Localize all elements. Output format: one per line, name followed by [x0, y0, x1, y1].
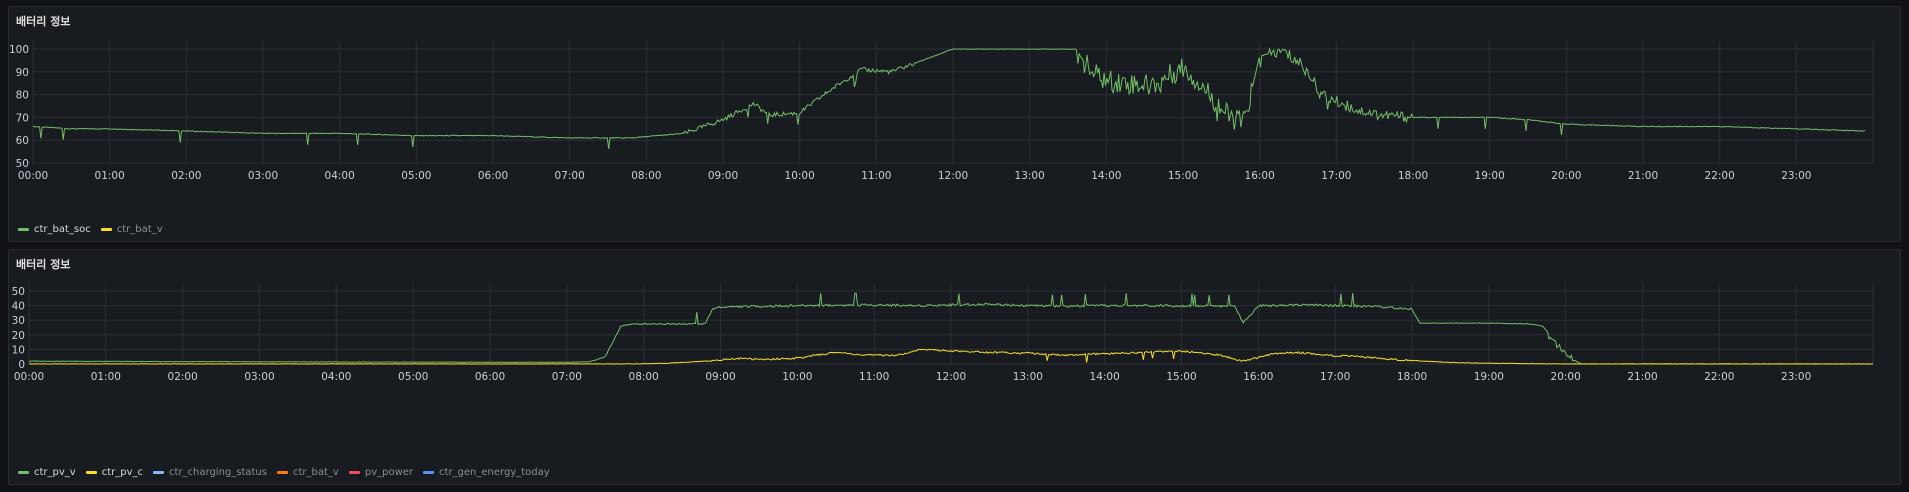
legend-label: ctr_bat_soc — [34, 223, 91, 235]
x-tick-label: 13:00 — [1013, 371, 1043, 383]
x-tick-label: 06:00 — [478, 170, 508, 182]
x-tick-label: 04:00 — [325, 170, 355, 182]
x-tick-label: 08:00 — [631, 170, 661, 182]
legend-label: ctr_pv_c — [101, 466, 144, 478]
panel-pv: 배터리 정보 0 10 20 30 40 50 00:00 01:00 02:00 03:00 04… — [8, 249, 1901, 485]
x-tick-label: 15:00 — [1166, 371, 1196, 383]
x-tick-label: 16:00 — [1245, 170, 1275, 182]
x-tick-label: 19:00 — [1474, 371, 1504, 383]
panel-battery-soc: 배터리 정보 50 60 70 80 90 100 00:00 01:00 02:00 03:00… — [8, 6, 1901, 242]
x-tick-label: 22:00 — [1705, 170, 1735, 182]
x-tick-label: 18:00 — [1397, 371, 1427, 383]
y-tick-label: 40 — [12, 301, 25, 313]
series-line-ctr_pv_v — [28, 292, 1874, 365]
legend-item-ctr_bat_v[interactable]: ctr_bat_v — [276, 466, 339, 478]
x-tick-label: 15:00 — [1168, 170, 1198, 182]
y-tick-label: 60 — [16, 135, 29, 147]
legend-swatch — [18, 470, 29, 474]
x-tick-label: 00:00 — [18, 170, 48, 182]
y-tick-label: 0 — [18, 359, 25, 371]
x-tick-label: 07:00 — [552, 371, 582, 383]
x-tick-label: 08:00 — [629, 371, 659, 383]
x-tick-label: 04:00 — [321, 371, 351, 383]
legend-label: pv_power — [364, 466, 414, 478]
x-tick-label: 20:00 — [1551, 170, 1581, 182]
legend-item-ctr_charging_status[interactable]: ctr_charging_status — [153, 467, 267, 478]
x-tick-label: 21:00 — [1628, 170, 1658, 182]
legend-item-pv_power[interactable]: pv_power — [348, 466, 414, 478]
x-tick-label: 10:00 — [782, 371, 812, 383]
x-tick-label: 23:00 — [1781, 371, 1811, 383]
legend: ctr_bat_soc ctr_bat_v — [18, 222, 163, 236]
legend-label: ctr_bat_v — [116, 223, 163, 235]
x-tick-label: 22:00 — [1704, 371, 1734, 383]
legend: ctr_pv_v ctr_pv_c ctr_charging_status ctr_b… — [18, 465, 550, 479]
legend-item-ctr_bat_v[interactable]: ctr_bat_v — [100, 223, 163, 235]
legend-item-ctr_pv_v[interactable]: ctr_pv_v — [18, 467, 76, 478]
x-tick-label: 05:00 — [398, 371, 428, 383]
x-tick-label: 02:00 — [171, 170, 201, 182]
legend-item-ctr_bat_soc[interactable]: ctr_bat_soc — [18, 224, 91, 235]
y-tick-label: 100 — [9, 44, 29, 56]
legend-label: ctr_gen_energy_today — [439, 466, 550, 478]
chart-battery-soc: 50 60 70 80 90 100 00:00 01:00 02:00 03:00 04:00 05… — [9, 41, 1874, 182]
x-tick-label: 11:00 — [861, 170, 891, 182]
x-tick-label: 02:00 — [168, 371, 198, 383]
series-line-ctr_bat_soc — [32, 47, 1866, 150]
y-tick-label: 90 — [16, 67, 29, 79]
legend-swatch — [348, 470, 360, 474]
x-tick-label: 14:00 — [1090, 371, 1120, 383]
legend-label: ctr_bat_v — [292, 466, 339, 478]
x-tick-label: 17:00 — [1320, 371, 1350, 383]
x-tick-label: 03:00 — [248, 170, 278, 182]
x-tick-label: 07:00 — [555, 170, 585, 182]
legend-label: ctr_pv_v — [34, 466, 76, 478]
legend-swatch — [153, 470, 165, 474]
x-tick-label: 17:00 — [1321, 170, 1351, 182]
x-tick-label: 12:00 — [938, 170, 968, 182]
x-tick-label: 05:00 — [401, 170, 431, 182]
x-tick-label: 11:00 — [859, 371, 889, 383]
x-tick-label: 19:00 — [1475, 170, 1505, 182]
x-tick-label: 14:00 — [1091, 170, 1121, 182]
x-tick-label: 00:00 — [14, 371, 44, 383]
legend-swatch — [18, 227, 29, 231]
y-tick-label: 50 — [16, 158, 29, 170]
chart-pv: 0 10 20 30 40 50 00:00 01:00 02:00 03:00 04:00 05:0… — [12, 283, 1874, 383]
panel-title: 배터리 정보 — [16, 258, 71, 271]
legend-swatch — [85, 470, 97, 474]
y-tick-label: 50 — [12, 286, 25, 298]
x-tick-label: 10:00 — [785, 170, 815, 182]
legend-swatch — [423, 470, 435, 474]
x-tick-label: 09:00 — [708, 170, 738, 182]
series-line-ctr_pv_c — [28, 348, 1874, 365]
x-tick-label: 01:00 — [95, 170, 125, 182]
y-tick-label: 20 — [12, 330, 25, 342]
legend-swatch — [276, 470, 288, 474]
x-tick-label: 13:00 — [1015, 170, 1045, 182]
x-tick-label: 18:00 — [1398, 170, 1428, 182]
y-tick-label: 80 — [16, 90, 29, 102]
x-tick-label: 16:00 — [1243, 371, 1273, 383]
y-tick-label: 10 — [12, 344, 25, 356]
x-tick-label: 03:00 — [244, 371, 274, 383]
legend-item-ctr_gen_energy_today[interactable]: ctr_gen_energy_today — [423, 467, 550, 478]
y-tick-label: 70 — [16, 112, 29, 124]
x-tick-label: 23:00 — [1781, 170, 1811, 182]
legend-swatch — [100, 227, 112, 231]
panel-title: 배터리 정보 — [16, 15, 71, 28]
x-tick-label: 20:00 — [1551, 371, 1581, 383]
y-tick-label: 30 — [12, 315, 25, 327]
legend-item-ctr_pv_c[interactable]: ctr_pv_c — [85, 466, 144, 478]
x-tick-label: 21:00 — [1627, 371, 1657, 383]
x-tick-label: 06:00 — [475, 371, 505, 383]
legend-label: ctr_charging_status — [169, 466, 267, 478]
x-tick-label: 09:00 — [705, 371, 735, 383]
x-tick-label: 01:00 — [91, 371, 121, 383]
x-tick-label: 12:00 — [936, 371, 966, 383]
